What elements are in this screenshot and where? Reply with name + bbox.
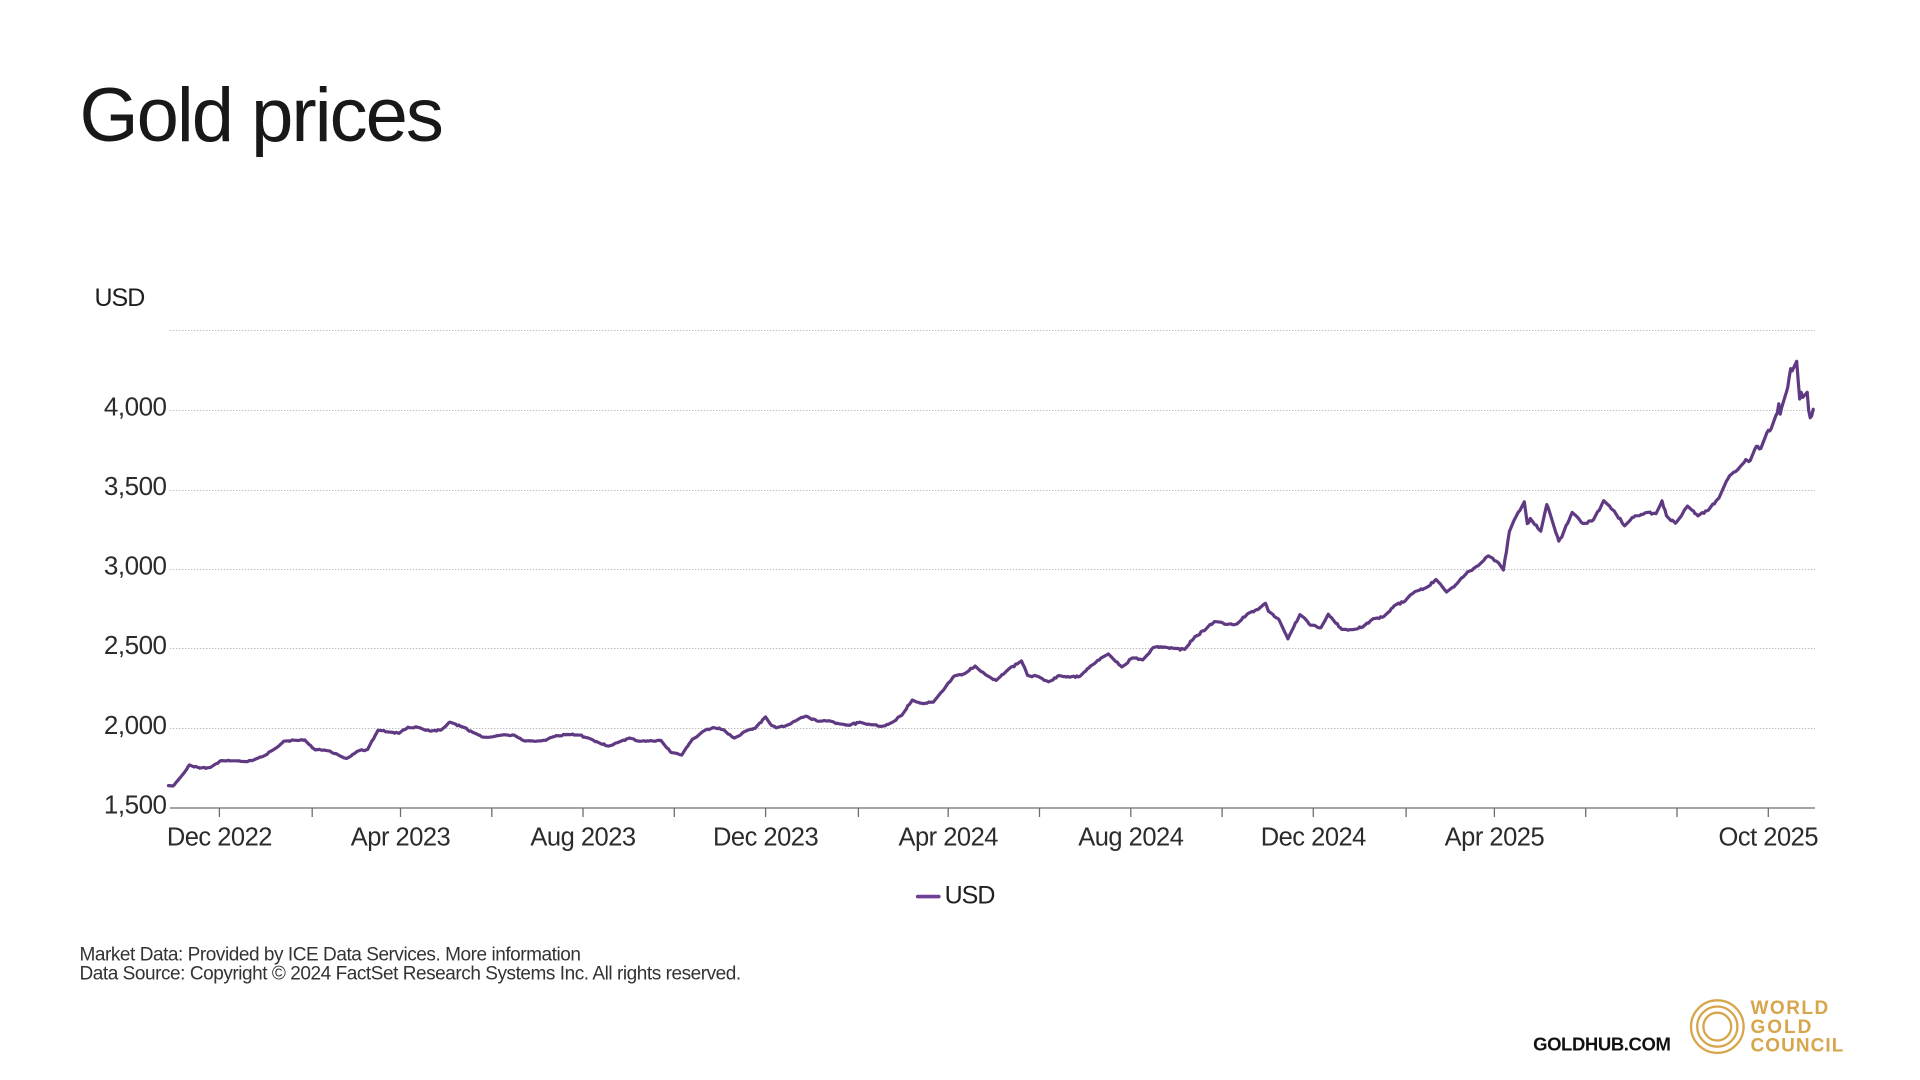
svg-text:3,500: 3,500 [104,471,167,501]
svg-text:USD: USD [95,284,145,312]
svg-text:Data Source: Copyright © 2024: Data Source: Copyright © 2024 FactSet Re… [80,963,741,984]
svg-text:Aug 2024: Aug 2024 [1078,824,1184,852]
svg-text:2,000: 2,000 [104,710,167,740]
svg-text:Dec 2024: Dec 2024 [1261,824,1366,852]
svg-text:Oct 2025: Oct 2025 [1719,824,1819,852]
svg-text:Aug 2023: Aug 2023 [530,824,636,852]
svg-text:Dec 2022: Dec 2022 [167,824,272,852]
svg-text:4,000: 4,000 [104,392,167,422]
svg-text:3,000: 3,000 [104,551,167,581]
svg-text:Dec 2023: Dec 2023 [713,824,818,852]
svg-text:2,500: 2,500 [104,630,167,660]
svg-text:GOLDHUB.COM: GOLDHUB.COM [1533,1034,1670,1055]
svg-text:Gold prices: Gold prices [80,73,442,158]
svg-text:WORLD: WORLD [1751,998,1830,1019]
svg-text:Apr 2023: Apr 2023 [351,824,451,852]
svg-text:Apr 2024: Apr 2024 [898,824,998,852]
svg-text:GOLD: GOLD [1751,1017,1814,1038]
svg-text:1,500: 1,500 [104,789,167,819]
svg-text:COUNCIL: COUNCIL [1751,1036,1845,1057]
svg-text:Apr 2025: Apr 2025 [1445,824,1545,852]
svg-text:USD: USD [945,882,995,910]
svg-text:Market Data: Provided by ICE D: Market Data: Provided by ICE Data Servic… [80,945,581,966]
